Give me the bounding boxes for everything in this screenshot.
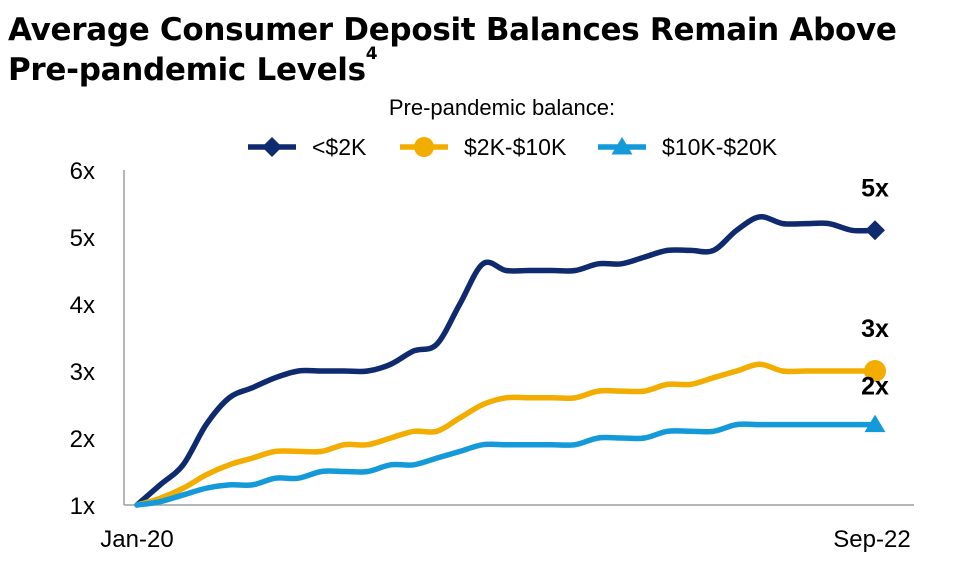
series-line xyxy=(134,421,878,508)
labels-layer: 5x 3x 2x xyxy=(861,174,889,400)
y-tick-label: 6x xyxy=(70,158,95,185)
end-marker-triangle xyxy=(864,414,886,433)
chart-title: Average Consumer Deposit Balances Remain… xyxy=(8,10,948,90)
footnote-marker: 4 xyxy=(365,44,378,64)
series-line xyxy=(134,214,878,508)
legend: Pre-pandemic balance: <$2K $2K-$10K $10K-$… xyxy=(248,95,778,160)
axes: 1x 2x 3x 4x 5x 6x Jan-20 Sep-22 xyxy=(70,158,914,553)
end-value-label: 5x xyxy=(861,174,889,202)
legend-label: $10K-$20K xyxy=(662,134,778,160)
y-tick-label: 3x xyxy=(70,359,95,386)
end-value-label: 3x xyxy=(861,315,889,343)
y-tick-label: 4x xyxy=(70,292,95,319)
end-marker-circle xyxy=(864,360,886,382)
legend-marker-triangle xyxy=(611,137,633,155)
x-tick-label: Sep-22 xyxy=(833,526,910,553)
end-value-label: 2x xyxy=(861,373,889,401)
series-line xyxy=(134,361,878,508)
y-tick-label: 1x xyxy=(70,493,95,520)
series-layer xyxy=(134,214,886,508)
legend-label: <$2K xyxy=(312,134,367,160)
legend-marker-circle xyxy=(414,137,434,157)
chart-title-line1: Average Consumer Deposit Balances Remain… xyxy=(8,12,897,48)
legend-marker-diamond xyxy=(262,137,282,157)
legend-label: $2K-$10K xyxy=(464,134,567,160)
end-marker-diamond xyxy=(865,220,885,241)
y-tick-label: 5x xyxy=(70,225,95,252)
legend-title: Pre-pandemic balance: xyxy=(389,95,615,120)
chart-title-line2: Pre-pandemic Levels xyxy=(8,52,366,88)
y-tick-label: 2x xyxy=(70,426,95,453)
x-tick-label: Jan-20 xyxy=(100,526,173,553)
